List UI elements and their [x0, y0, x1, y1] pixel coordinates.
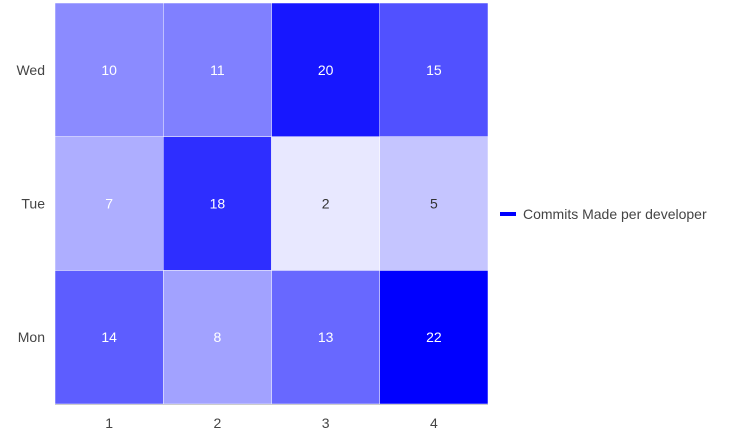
cell-value-label: 10 [101, 62, 117, 78]
x-tick-label: 4 [430, 415, 438, 431]
legend[interactable]: Commits Made per developer [500, 206, 707, 222]
y-tick-label: Wed [16, 62, 45, 78]
heatmap-cell[interactable] [271, 136, 380, 271]
x-tick-label: 1 [105, 415, 113, 431]
x-axis-tick-labels: 1 2 3 4 [105, 415, 438, 431]
y-tick-label: Tue [21, 196, 45, 212]
cell-value-label: 13 [318, 329, 334, 345]
cell-value-label: 5 [430, 196, 438, 212]
x-tick-label: 3 [322, 415, 330, 431]
heatmap-cell[interactable] [163, 270, 272, 405]
cell-value-labels: 14 8 13 22 7 18 2 5 10 11 20 15 [101, 62, 442, 345]
heatmap-cell[interactable] [379, 2, 489, 137]
heatmap-cell[interactable] [54, 270, 164, 405]
heatmap-cell[interactable] [54, 2, 164, 137]
cell-value-label: 22 [426, 329, 442, 345]
cell-value-label: 18 [210, 196, 226, 212]
cell-value-label: 8 [213, 329, 221, 345]
x-tick-label: 2 [213, 415, 221, 431]
cell-value-label: 7 [105, 196, 113, 212]
heatmap-cell[interactable] [379, 270, 489, 405]
y-axis-tick-labels: Mon Tue Wed [16, 62, 45, 345]
cell-value-label: 14 [101, 329, 117, 345]
cell-value-label: 20 [318, 62, 334, 78]
heatmap-cell[interactable] [54, 136, 164, 271]
heatmap-cell[interactable] [379, 136, 489, 271]
cell-value-label: 15 [426, 62, 442, 78]
y-tick-label: Mon [18, 329, 45, 345]
heatmap-cell[interactable] [163, 136, 272, 271]
cell-value-label: 2 [322, 196, 330, 212]
heatmap-cells [54, 2, 489, 405]
cell-value-label: 11 [210, 62, 225, 78]
heatmap-cell[interactable] [163, 2, 272, 137]
legend-label: Commits Made per developer [523, 206, 707, 222]
